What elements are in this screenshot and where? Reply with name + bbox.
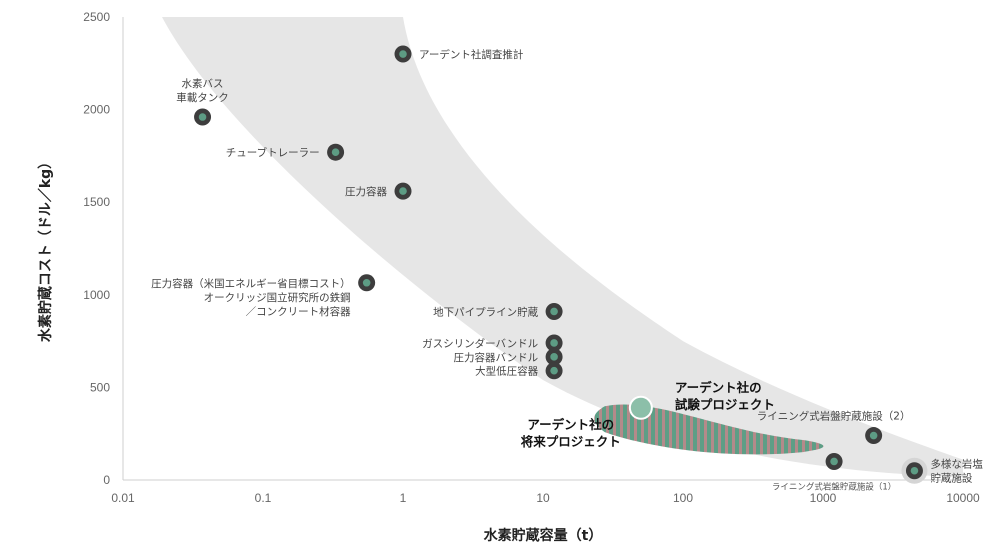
y-tick-label: 2000 bbox=[83, 103, 110, 117]
point-label: ガスシリンダーバンドル bbox=[422, 337, 538, 350]
x-tick-label: 1 bbox=[400, 491, 407, 505]
point-label: 車載タンク bbox=[176, 91, 229, 104]
x-tick-label: 100 bbox=[673, 491, 693, 505]
x-tick-label: 0.01 bbox=[111, 491, 135, 505]
data-point-core bbox=[869, 431, 878, 440]
point-labels: アーデント社調査推計水素バス車載タンクチューブトレーラー圧力容器圧力容器（米国エ… bbox=[151, 48, 983, 492]
point-label: 多様な岩塩 bbox=[930, 458, 983, 471]
ardent-pilot-project-marker bbox=[628, 395, 653, 420]
x-tick-label: 0.1 bbox=[255, 491, 272, 505]
x-tick-labels: 0.01 0.1 1 10 100 1000 10000 bbox=[111, 491, 980, 505]
point-label: 圧力容器 bbox=[345, 185, 387, 198]
y-tick-label: 500 bbox=[90, 380, 110, 394]
ardent-pilot-label: アーデント社の bbox=[675, 380, 762, 395]
point-label: 圧力容器バンドル bbox=[454, 351, 539, 364]
point-label: ライニング式岩盤貯蔵施設（2） bbox=[757, 410, 911, 423]
y-axis-title: 水素貯蔵コスト（ドル／kg） bbox=[37, 155, 54, 342]
storage-method-points bbox=[194, 45, 928, 484]
point-label: 大型低圧容器 bbox=[475, 365, 538, 378]
ardent-future-project-area bbox=[594, 404, 824, 455]
data-point-core bbox=[399, 187, 407, 195]
y-tick-labels: 0 500 1000 1500 2000 2500 bbox=[83, 10, 110, 487]
data-point-core bbox=[550, 366, 558, 375]
y-tick-label: 1500 bbox=[83, 195, 110, 209]
point-label: 貯蔵施設 bbox=[930, 472, 972, 485]
data-point-core bbox=[550, 307, 558, 316]
point-label: チューブトレーラー bbox=[226, 146, 320, 159]
x-axis-title: 水素貯蔵容量（t） bbox=[484, 527, 603, 544]
point-label: アーデント社調査推計 bbox=[419, 48, 524, 61]
data-point-core bbox=[362, 278, 371, 287]
ardent-future-label: アーデント社の bbox=[527, 417, 614, 432]
ardent-future-label: 将来プロジェクト bbox=[521, 434, 621, 449]
x-tick-label: 10 bbox=[536, 491, 550, 505]
data-point-core bbox=[399, 50, 407, 58]
axis-lines bbox=[122, 17, 963, 481]
point-label: ライニング式岩盤貯蔵施設（1） bbox=[772, 481, 896, 492]
data-point-core bbox=[830, 457, 838, 466]
x-tick-label: 1000 bbox=[810, 491, 837, 505]
point-label: ／コンクリート材容器 bbox=[246, 305, 351, 318]
y-tick-label: 0 bbox=[103, 473, 110, 487]
point-label: 圧力容器（米国エネルギー省目標コスト） bbox=[151, 277, 351, 290]
x-tick-label: 10000 bbox=[946, 491, 980, 505]
point-label: 水素バス bbox=[182, 77, 224, 90]
ardent-pilot-label: 試験プロジェクト bbox=[675, 397, 775, 412]
data-point-core bbox=[550, 339, 558, 347]
point-label: 地下パイプライン貯蔵 bbox=[433, 305, 538, 318]
cost-range-band bbox=[162, 17, 963, 478]
data-point-core bbox=[550, 353, 558, 361]
data-point-core bbox=[331, 148, 340, 156]
y-tick-label: 2500 bbox=[83, 10, 110, 24]
data-point-core bbox=[910, 466, 919, 475]
data-point-core bbox=[198, 113, 207, 121]
point-label: オークリッジ国立研究所の鉄鋼 bbox=[204, 291, 351, 304]
y-tick-label: 1000 bbox=[83, 288, 110, 302]
